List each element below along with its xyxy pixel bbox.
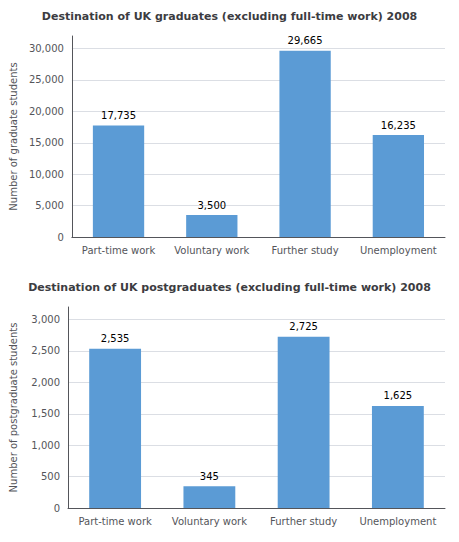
svg-text:15,000: 15,000 [29,137,64,148]
svg-text:16,235: 16,235 [381,120,416,131]
svg-text:500: 500 [41,471,60,482]
svg-text:Part-time work: Part-time work [82,245,156,256]
svg-text:1,625: 1,625 [384,390,413,401]
svg-text:20,000: 20,000 [29,106,64,117]
svg-text:3,000: 3,000 [31,314,60,325]
svg-text:2,500: 2,500 [31,345,60,356]
svg-text:Voluntary work: Voluntary work [172,516,247,527]
svg-text:0: 0 [54,503,60,514]
svg-text:Number of graduate students: Number of graduate students [8,62,19,210]
svg-text:345: 345 [200,471,219,482]
svg-text:Further study: Further study [270,516,337,527]
svg-text:3,500: 3,500 [197,200,226,211]
svg-text:Unemployment: Unemployment [359,516,436,527]
svg-text:2,535: 2,535 [101,333,130,344]
svg-text:25,000: 25,000 [29,74,64,85]
svg-text:Destination of UK postgraduate: Destination of UK postgraduates (excludi… [28,281,431,294]
svg-text:29,665: 29,665 [288,35,323,46]
svg-text:30,000: 30,000 [29,43,64,54]
svg-text:1,500: 1,500 [31,408,60,419]
svg-text:Unemployment: Unemployment [360,245,437,256]
svg-text:2,000: 2,000 [31,377,60,388]
svg-text:Number of postgraduate student: Number of postgraduate students [8,323,19,493]
svg-text:Destination of UK graduates (e: Destination of UK graduates (excluding f… [42,10,417,23]
svg-text:Part-time work: Part-time work [78,516,152,527]
svg-text:Further study: Further study [272,245,339,256]
svg-text:1,000: 1,000 [31,440,60,451]
svg-text:5,000: 5,000 [35,200,64,211]
svg-text:2,725: 2,725 [289,321,318,332]
svg-text:10,000: 10,000 [29,169,64,180]
svg-text:17,735: 17,735 [101,110,136,121]
svg-text:0: 0 [58,232,64,243]
svg-text:Voluntary work: Voluntary work [174,245,249,256]
